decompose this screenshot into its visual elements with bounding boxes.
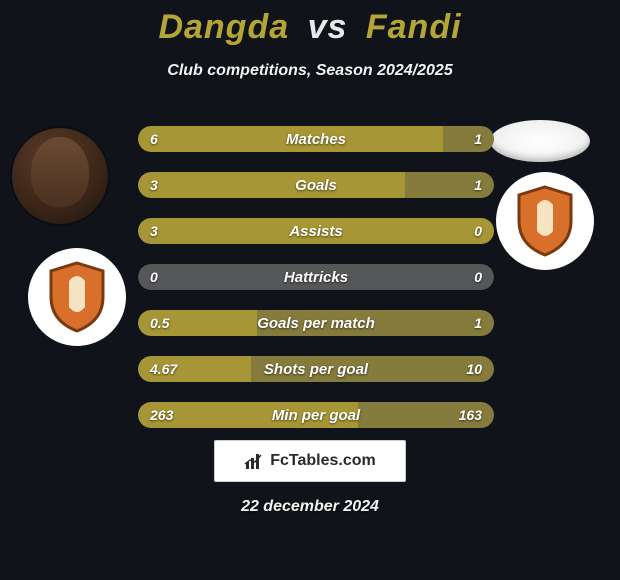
stat-row: 30Assists [138, 218, 494, 244]
stat-label: Goals per match [138, 310, 494, 336]
chart-icon [244, 451, 264, 471]
player2-avatar [490, 120, 590, 162]
stat-label: Min per goal [138, 402, 494, 428]
watermark-badge: FcTables.com [214, 440, 406, 482]
stat-row: 31Goals [138, 172, 494, 198]
stat-label: Assists [138, 218, 494, 244]
player1-club-badge [28, 248, 126, 346]
player1-name: Dangda [158, 8, 289, 46]
vs-separator: vs [308, 8, 348, 46]
stat-label: Matches [138, 126, 494, 152]
shield-icon [515, 185, 575, 257]
shield-icon [47, 261, 107, 333]
date-text: 22 december 2024 [0, 498, 620, 516]
stat-row: 0.51Goals per match [138, 310, 494, 336]
stat-row: 263163Min per goal [138, 402, 494, 428]
subtitle: Club competitions, Season 2024/2025 [0, 62, 620, 80]
player2-club-badge [496, 172, 594, 270]
player1-face-placeholder [31, 137, 89, 207]
stat-label: Shots per goal [138, 356, 494, 382]
stat-row: 00Hattricks [138, 264, 494, 290]
stat-bars: 61Matches 31Goals 30Assists 00Hattricks 0.51… [138, 126, 494, 448]
page-title: Dangda vs Fandi [0, 8, 620, 47]
stat-label: Hattricks [138, 264, 494, 290]
stat-row: 4.6710Shots per goal [138, 356, 494, 382]
stat-row: 61Matches [138, 126, 494, 152]
player2-name: Fandi [366, 8, 462, 46]
watermark-text: FcTables.com [270, 452, 376, 470]
stat-label: Goals [138, 172, 494, 198]
player1-avatar [10, 126, 110, 226]
